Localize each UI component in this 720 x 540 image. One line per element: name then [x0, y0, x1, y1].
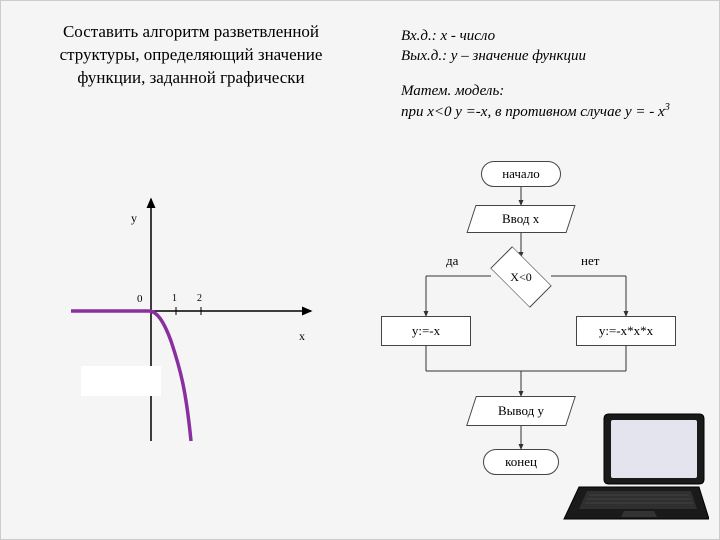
flow-process-left: y:=-x: [381, 316, 471, 346]
spec-line-2: Вых.д.: y – значение функции: [401, 46, 691, 66]
branch-no: нет: [581, 253, 599, 269]
graph-svg: [41, 181, 321, 461]
laptop-icon: [559, 409, 709, 529]
task-title: Составить алгоритм разветвленной структу…: [51, 21, 331, 90]
spec-line-3: Матем. модель:: [401, 81, 691, 101]
flow-end: конец: [483, 449, 559, 475]
flow-decision: X<0: [493, 249, 549, 305]
tick-2: 2: [197, 293, 202, 304]
branch-yes: да: [446, 253, 458, 269]
function-graph: y x 0 1 2: [41, 181, 321, 461]
spec-block: Вх.д.: x - число Вых.д.: y – значение фу…: [401, 26, 691, 122]
axis-y-label: y: [131, 211, 137, 226]
flow-start: начало: [481, 161, 561, 187]
spec-line-4: при x<0 y =-x, в противном случае y = - …: [401, 101, 691, 122]
origin-label: 0: [137, 293, 143, 305]
tick-1: 1: [172, 293, 177, 304]
flow-process-right: y:=-x*x*x: [576, 316, 676, 346]
spec-line-1: Вх.д.: x - число: [401, 26, 691, 46]
flow-input: Ввод x: [466, 205, 575, 233]
axis-x-label: x: [299, 329, 305, 344]
